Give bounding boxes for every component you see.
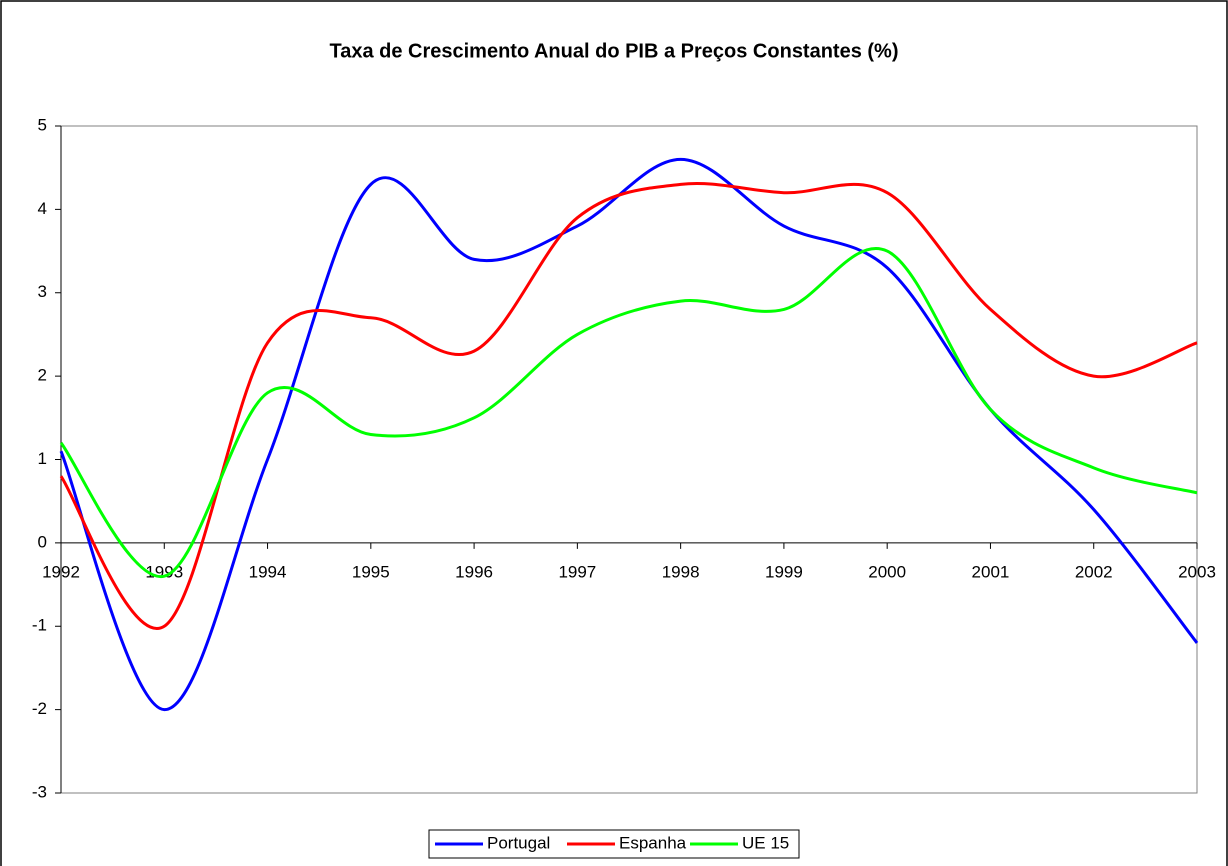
x-tick-label: 2000 bbox=[868, 562, 906, 581]
y-tick-label: -2 bbox=[32, 699, 47, 718]
x-tick-label: 1994 bbox=[249, 562, 287, 581]
x-tick-label: 2002 bbox=[1075, 562, 1113, 581]
line-series bbox=[59, 247, 1198, 578]
x-tick-label: 1997 bbox=[558, 562, 596, 581]
x-tick-label: 1999 bbox=[765, 562, 803, 581]
legend-label: UE 15 bbox=[742, 833, 789, 852]
x-tick-label: 1996 bbox=[455, 562, 493, 581]
legend-label: Espanha bbox=[619, 833, 687, 852]
x-tick-label: 1998 bbox=[662, 562, 700, 581]
y-tick-label: 4 bbox=[38, 199, 47, 218]
y-tick-label: 1 bbox=[38, 449, 47, 468]
x-tick-label: 2003 bbox=[1178, 562, 1216, 581]
chart-title: Taxa de Crescimento Anual do PIB a Preço… bbox=[329, 40, 898, 62]
legend-label: Portugal bbox=[487, 833, 550, 852]
y-tick-label: -1 bbox=[32, 616, 47, 635]
plot-area bbox=[60, 125, 1198, 794]
x-tick-label: 1995 bbox=[352, 562, 390, 581]
x-tick-label: 2001 bbox=[972, 562, 1010, 581]
y-tick-label: -3 bbox=[32, 782, 47, 801]
y-tick-label: 3 bbox=[38, 282, 47, 301]
y-tick-label: 5 bbox=[38, 115, 47, 134]
line-series bbox=[59, 181, 1198, 630]
y-tick-label: 2 bbox=[38, 366, 47, 385]
y-tick-label: 0 bbox=[38, 532, 47, 551]
x-tick-label: 1992 bbox=[42, 562, 80, 581]
